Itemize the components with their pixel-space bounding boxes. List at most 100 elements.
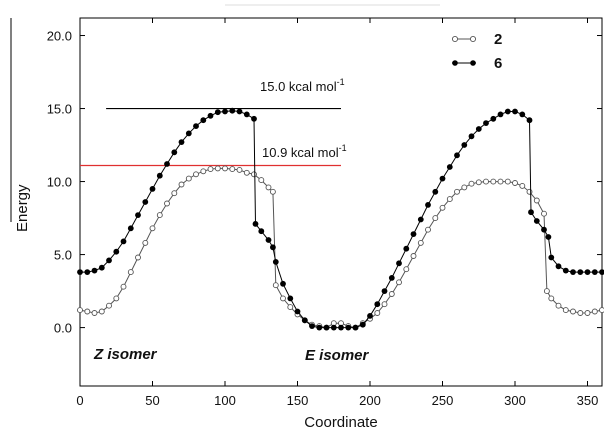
series-6-point	[265, 237, 272, 243]
series-6-point	[446, 164, 453, 170]
series-6-point	[562, 267, 569, 274]
series-2-point	[280, 295, 286, 302]
series-2-point	[396, 279, 402, 286]
series-6-point	[461, 142, 468, 148]
series-6-point	[229, 107, 236, 114]
series-6-point	[127, 225, 134, 232]
legend-label-series-6: 6	[494, 55, 502, 72]
series-2-point	[269, 188, 276, 195]
series-6-point	[388, 275, 395, 281]
series-6	[77, 107, 604, 331]
series-2-point	[178, 181, 185, 188]
x-axis-title: Coordinate	[304, 414, 377, 430]
series-2-point	[272, 282, 279, 289]
series-2-point	[541, 210, 547, 217]
series-6-point	[410, 231, 417, 238]
barrier-label-10-9-main: 10.9 kcal mol	[262, 145, 339, 160]
series-6-point	[156, 172, 163, 179]
series-2-point	[454, 188, 460, 195]
barrier-label-15: 15.0 kcal mol-1	[260, 77, 345, 94]
series-6-point	[252, 221, 259, 227]
series-2-point	[171, 190, 178, 197]
barrier-label-15-main: 15.0 kcal mol	[260, 79, 337, 94]
series-6-point	[374, 301, 381, 308]
series-2-point	[410, 253, 417, 259]
series-6-point	[577, 269, 584, 275]
series-2-point	[439, 204, 446, 211]
series-6-point	[171, 149, 178, 156]
plot-frame	[79, 17, 603, 387]
series-2-point	[91, 310, 98, 316]
series-6-point	[599, 269, 604, 275]
y-tick-label: 0.0	[54, 321, 72, 336]
series-2-point	[156, 212, 163, 219]
series-6-point	[243, 111, 250, 118]
series-2-point	[106, 302, 112, 309]
series-2-point	[591, 308, 598, 315]
series-2-point	[120, 283, 127, 290]
y-tick-label: 10.0	[47, 175, 72, 190]
series-2-point	[388, 291, 395, 297]
x-tick-label: 200	[359, 393, 381, 408]
series-2-point	[497, 178, 504, 185]
series-2-point	[98, 308, 105, 315]
series-6-point	[164, 161, 170, 167]
series-6-point	[251, 115, 257, 122]
series-6-point	[200, 117, 207, 124]
series-6-point	[120, 238, 127, 245]
series-2-point	[490, 178, 497, 185]
series-2-point	[533, 197, 540, 204]
series-6-point	[207, 112, 214, 119]
series-6-point	[454, 152, 460, 159]
y-tick-label: 15.0	[47, 102, 72, 117]
series-6-point	[425, 202, 431, 208]
series-2-point	[236, 166, 243, 173]
barrier-label-10-9: 10.9 kcal mol-1	[262, 143, 347, 160]
axis-tick-labels: 0 50 100 150 200 250 300 350 0.0 5.0 10.0 15.0 20.0	[47, 29, 599, 408]
e-isomer-label: E isomer	[305, 347, 370, 364]
series-2-point	[214, 165, 221, 172]
x-tick-label: 250	[432, 393, 454, 408]
x-tick-label: 300	[504, 393, 526, 408]
x-tick-label: 350	[577, 393, 599, 408]
series-6-point	[106, 257, 112, 264]
series-6-point	[381, 288, 388, 294]
series-6-point	[272, 259, 279, 265]
series-6-point	[236, 108, 243, 115]
series-2-point	[526, 188, 533, 195]
barrier-label-10-9-sup: -1	[339, 143, 347, 153]
series-2-point	[584, 310, 591, 316]
series-2-point	[543, 288, 550, 295]
series-2-point	[251, 171, 257, 178]
series-2-point	[374, 310, 381, 316]
series-2-point	[570, 308, 576, 315]
series-6-point	[214, 109, 221, 116]
series-2-point	[135, 254, 141, 261]
y-tick-label: 20.0	[47, 29, 72, 44]
series-2-point	[84, 308, 91, 315]
series-6-point	[330, 324, 337, 331]
series-6-point	[541, 226, 547, 233]
series-6-point	[258, 228, 265, 235]
series-6-point	[367, 313, 373, 319]
z-isomer-label: Z isomer	[93, 346, 158, 363]
series-2-point	[512, 180, 518, 186]
series-6-point	[403, 245, 410, 252]
series-2-point	[77, 307, 83, 314]
series-6-point	[475, 126, 482, 132]
legend-marker-series-6-left	[452, 60, 458, 66]
series-2-point	[287, 304, 294, 311]
series-2-point	[504, 178, 511, 185]
series-2-point	[468, 180, 475, 187]
series-6-point	[294, 308, 301, 315]
series-2-point	[200, 168, 207, 175]
x-tick-label: 100	[214, 393, 236, 408]
series-6-point	[222, 108, 228, 115]
series-6-point	[483, 120, 489, 126]
x-tick-label: 150	[287, 393, 309, 408]
series-6-point	[504, 108, 511, 115]
series-6-point	[584, 269, 591, 275]
legend-marker-series-6-right	[470, 60, 476, 66]
series-2-point	[417, 239, 424, 246]
